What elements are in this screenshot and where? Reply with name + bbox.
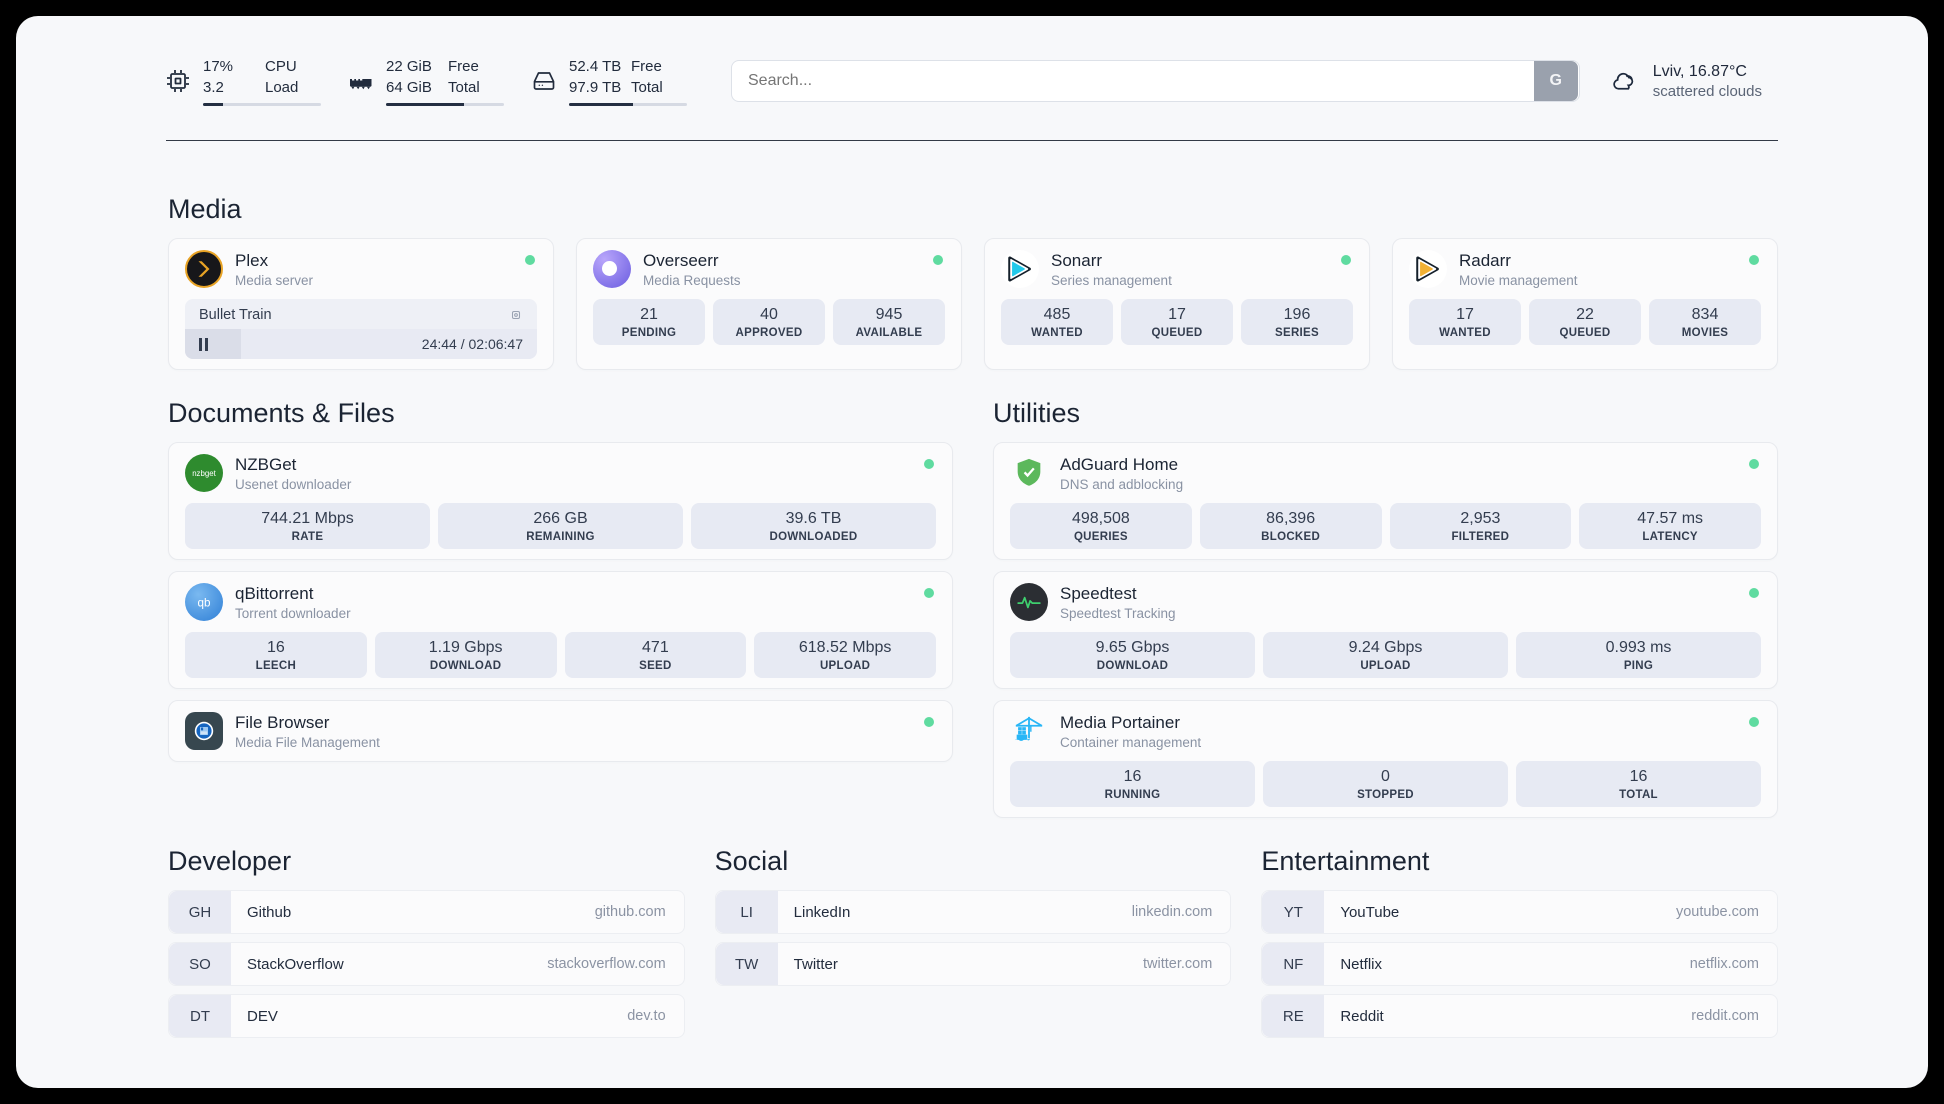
svg-text:nzbget: nzbget: [192, 469, 216, 478]
svg-text:qb: qb: [198, 597, 211, 610]
